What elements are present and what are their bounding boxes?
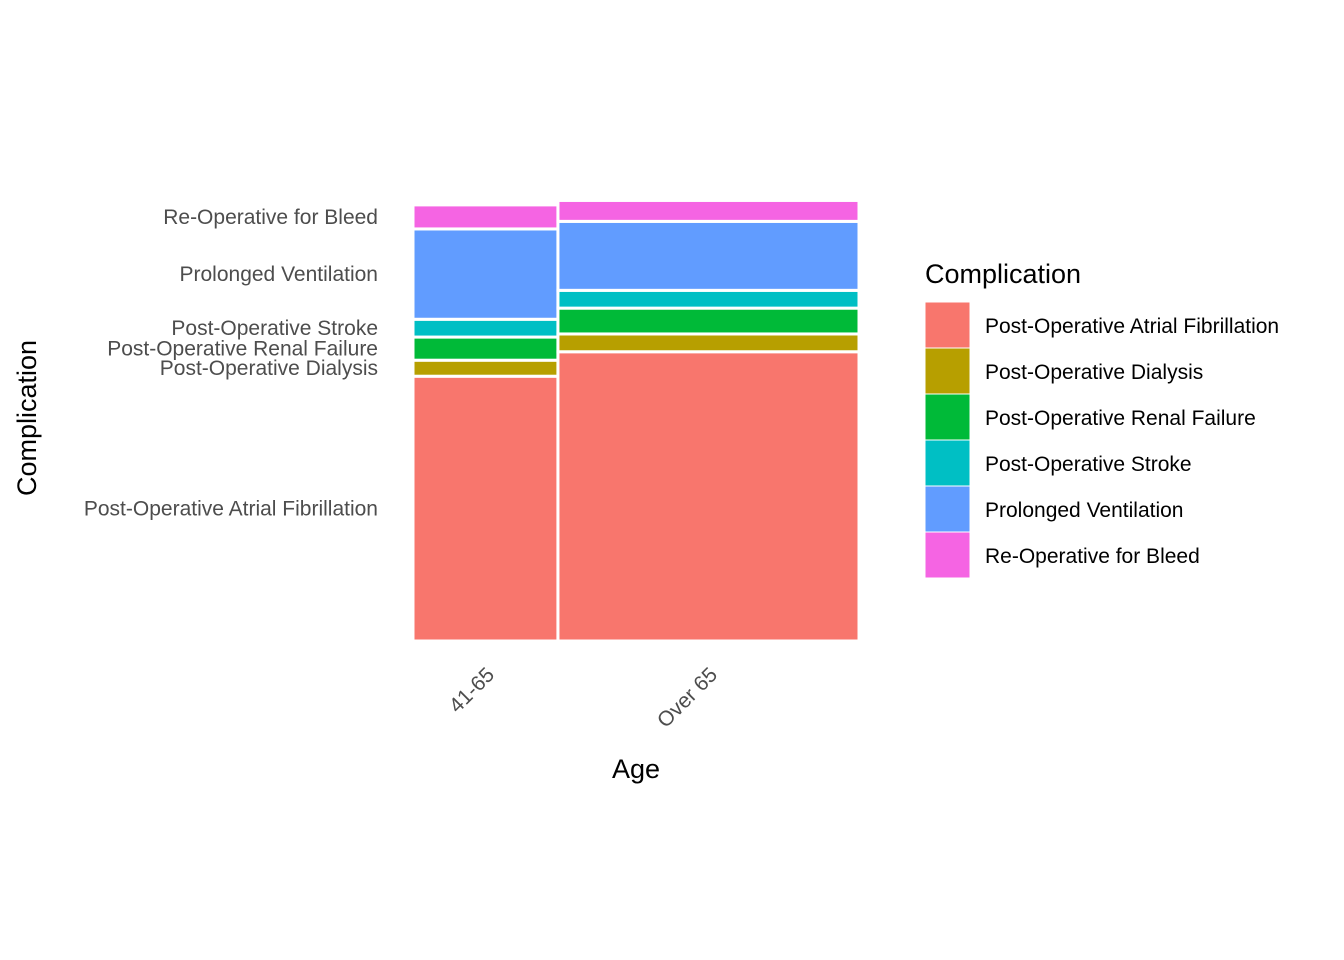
legend-swatch-post-operative-atrial-fibrillation — [924, 301, 971, 349]
x-tick-41-65: 41-65 — [445, 663, 499, 717]
legend-swatch-post-operative-dialysis — [924, 347, 971, 395]
legend-swatch-post-operative-renal-failure — [924, 393, 971, 441]
y-axis-title: Complication — [12, 340, 42, 496]
legend-swatch-re-operative-for-bleed — [924, 531, 971, 579]
tile-41-65-post-operative-renal-failure — [411, 335, 560, 362]
legend-label-post-operative-stroke: Post-Operative Stroke — [985, 453, 1192, 476]
legend-label-re-operative-for-bleed: Re-Operative for Bleed — [985, 545, 1200, 568]
legend-label-prolonged-ventilation: Prolonged Ventilation — [985, 499, 1184, 522]
tile-41-65-post-operative-stroke — [411, 317, 560, 339]
tile-41-65-post-operative-atrial-fibrillation — [411, 374, 560, 643]
x-tick-over-65: Over 65 — [653, 663, 722, 732]
x-tick-labels: 41-65 Over 65 — [445, 663, 722, 732]
tile-over-65-post-operative-renal-failure — [556, 306, 861, 336]
x-axis-title: Age — [612, 754, 660, 784]
tile-over-65-post-operative-stroke — [556, 288, 861, 310]
y-tick-post-operative-dialysis: Post-Operative Dialysis — [160, 357, 378, 380]
legend-items: Post-Operative Atrial Fibrillation Post-O… — [924, 301, 1279, 579]
tile-over-65-re-operative-for-bleed — [556, 198, 861, 223]
legend-swatch-post-operative-stroke — [924, 439, 971, 487]
y-tick-post-operative-renal-failure: Post-Operative Renal Failure — [107, 338, 378, 361]
legend-title: Complication — [925, 259, 1081, 289]
y-tick-labels: Post-Operative Atrial Fibrillation Post-O… — [84, 206, 378, 521]
bars-group — [411, 198, 861, 643]
tile-over-65-prolonged-ventilation — [556, 219, 861, 292]
legend-label-post-operative-renal-failure: Post-Operative Renal Failure — [985, 407, 1256, 430]
tile-41-65-re-operative-for-bleed — [411, 203, 560, 231]
tile-over-65-post-operative-dialysis — [556, 332, 861, 354]
tile-over-65-post-operative-atrial-fibrillation — [556, 350, 861, 643]
y-tick-post-operative-stroke: Post-Operative Stroke — [171, 317, 378, 340]
y-tick-re-operative-for-bleed: Re-Operative for Bleed — [163, 206, 378, 229]
legend-swatch-prolonged-ventilation — [924, 485, 971, 533]
tile-41-65-post-operative-dialysis — [411, 358, 560, 378]
y-tick-post-operative-atrial-fibrillation: Post-Operative Atrial Fibrillation — [84, 498, 378, 521]
tile-41-65-prolonged-ventilation — [411, 227, 560, 321]
legend-label-post-operative-dialysis: Post-Operative Dialysis — [985, 361, 1203, 384]
y-tick-prolonged-ventilation: Prolonged Ventilation — [180, 263, 379, 286]
legend-label-post-operative-atrial-fibrillation: Post-Operative Atrial Fibrillation — [985, 315, 1279, 338]
legend: Complication Post-Operative Atrial Fibri… — [924, 259, 1279, 579]
